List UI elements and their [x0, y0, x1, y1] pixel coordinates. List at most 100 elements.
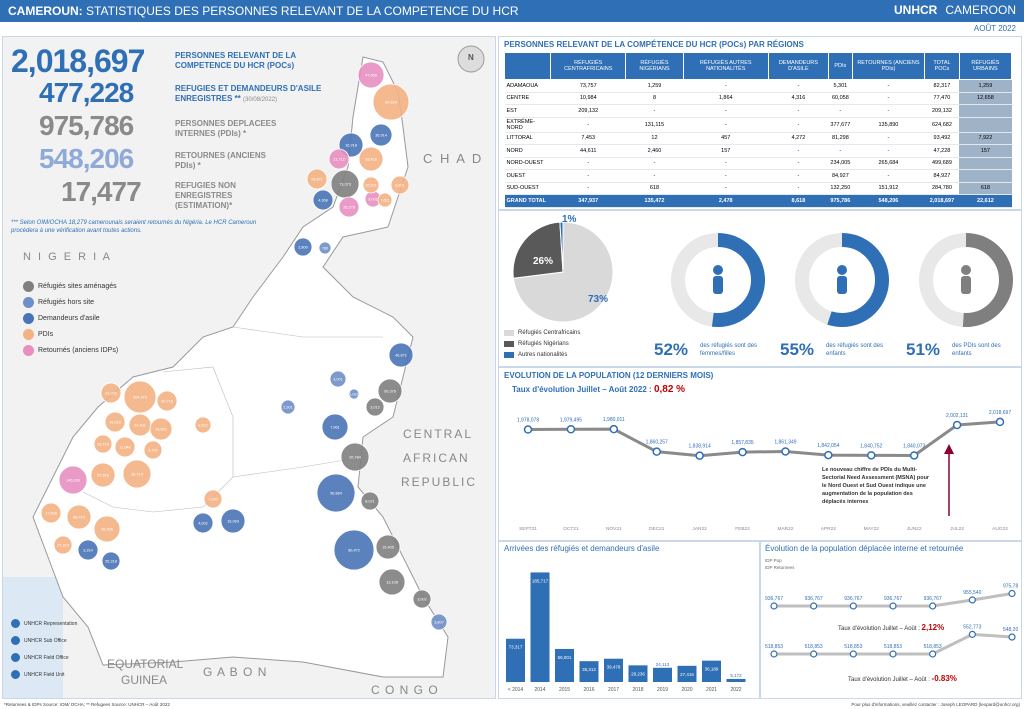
- idps-value: 975,786: [39, 110, 134, 141]
- map-bubble: [358, 146, 384, 172]
- map-bubble-label: 52,318: [105, 560, 117, 564]
- table-cell: 12: [625, 132, 684, 145]
- ret-rate: Taux d'évolution Juillet – Août : -0.83%: [848, 674, 957, 683]
- table-cell: -: [852, 169, 925, 183]
- office-legend-label: UNHCR Field Office: [24, 654, 69, 661]
- table-cell: -: [550, 117, 626, 133]
- unregistered-label: REFUGIES NON ENREGISTRES (ESTIMATION)*: [175, 181, 236, 210]
- map-bubble-label: 46,871: [395, 354, 407, 358]
- table-cell: ADAMAOUA: [504, 79, 551, 93]
- table-cell: -: [550, 157, 626, 170]
- map-bubble: [375, 534, 401, 560]
- table-cell: 347,937: [550, 194, 626, 208]
- compass-north: N: [468, 53, 474, 62]
- map-bubble-label: 1,021: [349, 393, 359, 397]
- map-bubble: [293, 237, 313, 257]
- evolution-point: [566, 425, 576, 434]
- table-cell: [959, 169, 1012, 183]
- arrival-bar: [628, 665, 648, 682]
- evolution-point: [652, 447, 661, 456]
- table-header-cell: DEMANDEURS D'ASILE: [767, 52, 829, 80]
- map-bubble-label: 3,002: [417, 598, 427, 602]
- table-cell: -: [852, 144, 925, 158]
- person-icon: [961, 265, 971, 275]
- legend-item: Réfugiés hors site: [23, 297, 94, 308]
- table-cell: NORD: [504, 144, 551, 158]
- table-cell: -: [768, 144, 829, 158]
- map-bubble: [156, 390, 178, 412]
- idp-label: 936,767: [924, 596, 942, 602]
- table-cell: -: [852, 104, 925, 118]
- evolution-point-label: 1,840,073: [903, 443, 925, 449]
- demographics-svg: [512, 221, 1013, 327]
- footer-left: *Returnees & IDPs Source: IOM/ OCHA; ** …: [4, 702, 170, 707]
- label-eq-guinea-1: EQUATORIAL: [107, 657, 184, 671]
- map-bubble-label: 16,918: [345, 144, 357, 148]
- ret-point: [810, 650, 818, 658]
- arrival-bar: [530, 572, 550, 682]
- table-cell: 2,018,697: [924, 194, 960, 208]
- table-cell: 81,298: [828, 132, 853, 145]
- table-cell: 7,922: [959, 132, 1012, 145]
- ret-label: 548,206: [1003, 627, 1018, 633]
- table-cell: OUEST: [504, 169, 551, 183]
- pie-legend-label: Réfugiés Centrafricains: [518, 330, 581, 336]
- donut-arc: [919, 233, 1013, 327]
- arrival-category: 2014: [534, 687, 545, 693]
- map-bubble: [329, 370, 347, 388]
- map-bubble: [312, 189, 334, 211]
- table-cell: -: [683, 182, 769, 195]
- label-car-1: CENTRAL: [403, 427, 474, 441]
- map-bubble-label: 20,784: [349, 456, 361, 460]
- legend-swatch: [23, 313, 34, 324]
- table-header-cell: RETOURNES (ANCIENS PDIs): [851, 52, 926, 80]
- table-cell: 84,927: [924, 169, 960, 183]
- arrival-category: 2020: [681, 687, 692, 693]
- map-bubble-label: 20,718: [161, 400, 173, 404]
- map-bubble: [149, 417, 173, 441]
- table-cell: 975,786: [828, 194, 853, 208]
- unregistered-value: 17,477: [61, 176, 142, 207]
- map-bubble-label: 15,405: [382, 546, 394, 550]
- evolution-rate: Taux d'évolution Juillet – Août 2022 : 0…: [512, 384, 686, 395]
- map-bubble-label: 2,800: [298, 246, 308, 250]
- label-car-2: AFRICAN: [403, 451, 470, 465]
- person-icon: [713, 265, 723, 275]
- map-bubble-label: 64,624: [385, 101, 397, 105]
- map-bubble-label: 6,801: [395, 184, 405, 188]
- map-bubble-label: 17,508: [45, 512, 57, 516]
- arrival-category: < 2014: [508, 687, 524, 693]
- map-bubble: [143, 440, 163, 460]
- arrival-bar: [702, 660, 721, 682]
- table-cell: -: [625, 104, 684, 118]
- table-row: EXTRÊME-NORD -131,115- -377,677 135,890 624,…: [504, 117, 1012, 133]
- evolution-point-label: 1,838,914: [689, 444, 711, 450]
- arrival-category: 2015: [559, 687, 570, 693]
- map-bubble-label: 96,306: [101, 528, 113, 532]
- table-cell: NORD-OUEST: [504, 157, 551, 170]
- table-row: ADAMAOUA 73,757 1,259- -5,301-82,317 1,259: [504, 79, 1012, 93]
- idp-title: Évolution de la population déplacée inte…: [765, 544, 964, 553]
- legend-item: PDIs: [23, 329, 53, 340]
- table-header-row: RÉFUGIÉS CENTRAFRICAINS RÉFUGIÉS NIGÉRIAN…: [503, 52, 1013, 80]
- evolution-point-label: 1,978,078: [517, 418, 539, 424]
- table-cell: -: [625, 169, 684, 183]
- office-legend-item: UNHCR Field Office: [11, 653, 69, 662]
- map-bubble: [377, 192, 393, 208]
- idp-label: 936,767: [884, 596, 902, 602]
- map-bubble: [369, 123, 393, 147]
- table-cell: EXTRÊME-NORD: [504, 117, 551, 133]
- donut-arc: [671, 233, 765, 327]
- evolution-month: JUL22: [950, 526, 964, 532]
- arrival-bar: [677, 665, 697, 682]
- evolution-month: DEC21: [649, 526, 665, 532]
- table-cell: 77,470: [924, 92, 960, 105]
- table-row: NORD-OUEST - - - -234,005 265,684 499,689: [504, 157, 1012, 170]
- map-bubble: [192, 512, 214, 534]
- table-cell: -: [768, 79, 829, 93]
- pie-legend-item: Autres nationalités: [504, 352, 567, 358]
- map-bubble-label: 61,025: [105, 392, 117, 396]
- idp-point: [810, 602, 818, 610]
- person-icon-body: [961, 276, 971, 294]
- map-bubble-label: 26,714: [131, 473, 143, 477]
